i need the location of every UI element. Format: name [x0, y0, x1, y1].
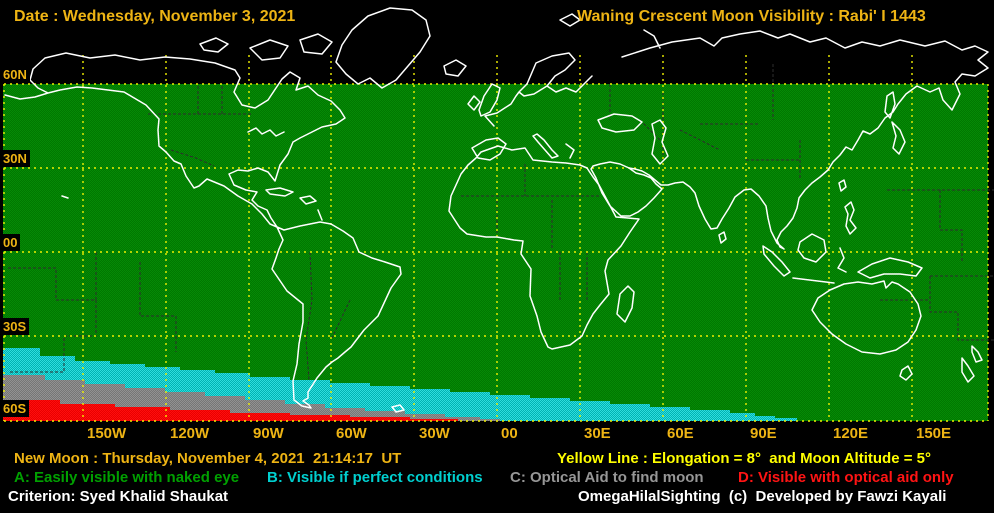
lon-label-150w: 150W: [87, 425, 127, 442]
lon-label-30w: 30W: [419, 425, 450, 442]
lon-label-120e: 120E: [833, 425, 869, 442]
lon-label-120w: 120W: [170, 425, 210, 442]
zone-d-optical-aid-only: [3, 400, 458, 421]
lon-label-00: 00: [501, 425, 518, 442]
legend-d-optical-aid-only: D: Visible with optical aid only: [738, 469, 954, 486]
lon-label-90w: 90W: [253, 425, 284, 442]
yellow-line-info: Yellow Line : Elongation = 8° and Moon A…: [557, 450, 931, 467]
lat-label-30s: 30S: [1, 318, 30, 335]
software-credit: OmegaHilalSighting (c) Developed by Fawz…: [578, 488, 947, 505]
new-moon-info: New Moon : Thursday, November 4, 2021 21…: [14, 450, 402, 467]
lon-label-60w: 60W: [336, 425, 367, 442]
lat-label-60n: 60N: [1, 66, 30, 83]
lat-label-60s: 60S: [1, 400, 30, 417]
lon-label-90e: 90E: [750, 425, 777, 442]
zone-a-easily-visible: [3, 84, 988, 421]
coastlines: [4, 7, 989, 413]
legend-b-perfect-conditions: B: Visible if perfect conditions: [267, 469, 483, 486]
date-title: Date : Wednesday, November 3, 2021: [14, 8, 296, 25]
lon-label-30e: 30E: [584, 425, 611, 442]
country-borders: [8, 64, 994, 381]
lat-label-00: 00: [1, 234, 21, 251]
lon-label-150e: 150E: [916, 425, 952, 442]
criterion-credit: Criterion: Syed Khalid Shaukat: [8, 488, 229, 505]
legend-a-naked-eye: A: Easily visible with naked eye: [14, 469, 240, 486]
world-visibility-map: [3, 7, 994, 422]
lat-lon-gridlines: [3, 55, 989, 422]
lat-label-30n: 30N: [1, 150, 30, 167]
legend-c-optical-aid-find: C: Optical Aid to find moon: [510, 469, 704, 486]
lon-label-60e: 60E: [667, 425, 694, 442]
visibility-title: Waning Crescent Moon Visibility : Rabi' …: [577, 8, 926, 25]
